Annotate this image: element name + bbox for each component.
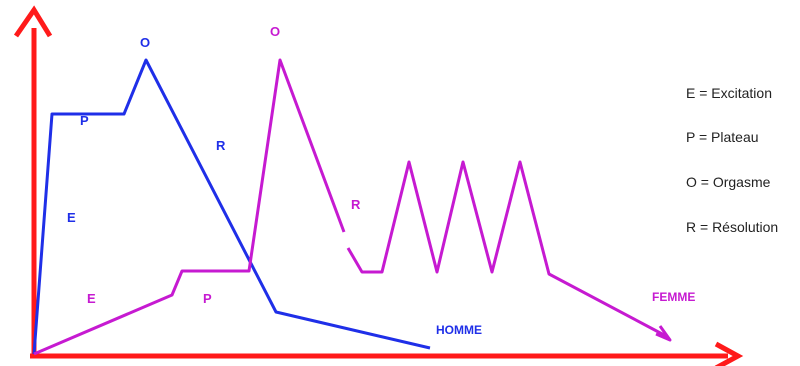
femme-curve-continued <box>346 160 667 338</box>
femme-arrowhead <box>655 325 672 342</box>
homme-label-e: E <box>67 210 76 225</box>
femme-label-e: E <box>87 291 96 306</box>
homme-label-o: O <box>140 35 150 50</box>
femme-series-label: FEMME <box>652 290 695 304</box>
homme-curve <box>32 58 431 355</box>
homme-label-p: P <box>80 113 89 128</box>
femme-label-p: P <box>203 291 212 306</box>
femme-label-o: O <box>270 24 280 39</box>
y-axis-arrowhead <box>13 5 53 38</box>
femme-label-r: R <box>351 197 361 212</box>
x-axis-arrowhead <box>714 341 744 366</box>
legend-item-resolution: R = Résolution <box>686 219 778 235</box>
axes <box>13 5 744 366</box>
legend-item-plateau: P = Plateau <box>686 129 759 145</box>
legend-item-excitation: E = Excitation <box>686 85 772 101</box>
femme-curve <box>33 58 346 356</box>
legend: E = Excitation P = Plateau O = Orgasme R… <box>686 85 778 235</box>
homme-series-label: HOMME <box>436 323 482 337</box>
legend-item-orgasme: O = Orgasme <box>686 174 771 190</box>
homme-label-r: R <box>216 138 226 153</box>
